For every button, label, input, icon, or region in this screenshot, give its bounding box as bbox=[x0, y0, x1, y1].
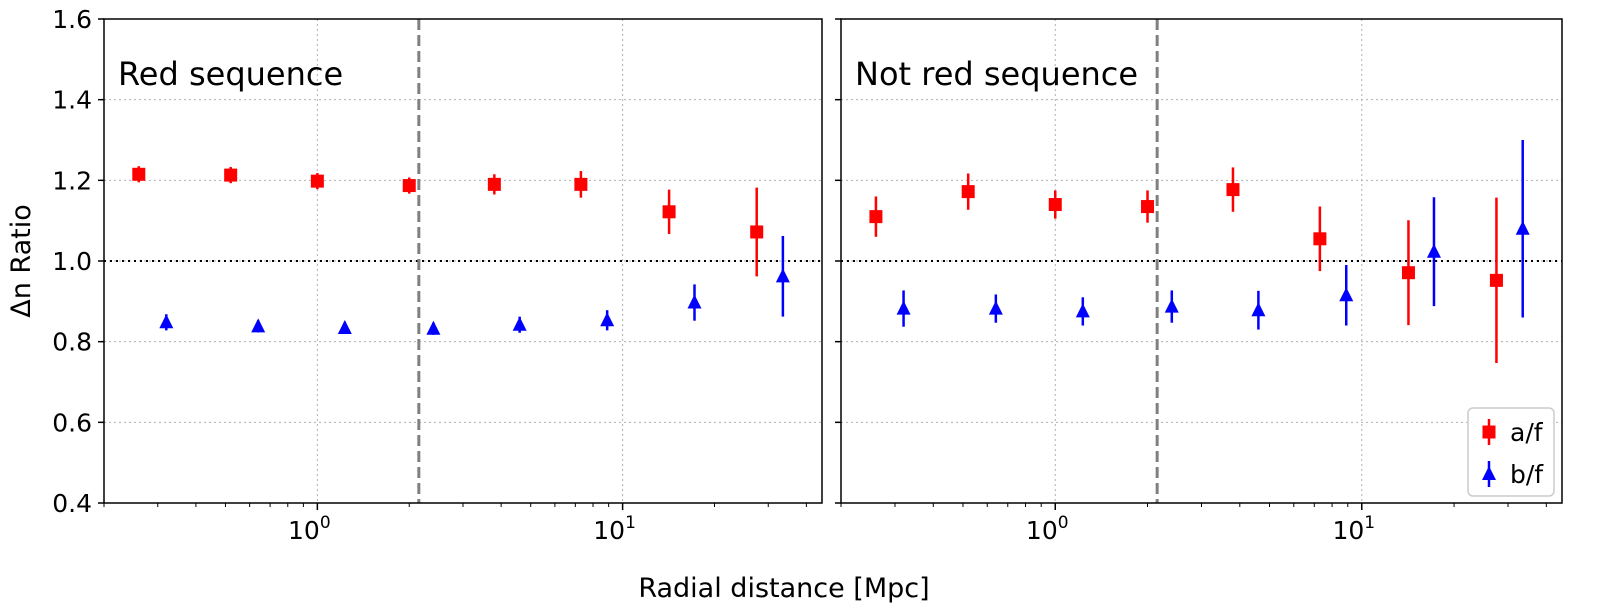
x-tick-label: 101 bbox=[1332, 513, 1375, 545]
data-point bbox=[1339, 287, 1354, 302]
data-point bbox=[1226, 183, 1240, 197]
x-axis-label: Radial distance [Mpc] bbox=[638, 573, 929, 604]
y-tick-label: 0.4 bbox=[52, 489, 92, 518]
legend-label: a/f bbox=[1510, 418, 1544, 447]
plot-frame bbox=[103, 18, 823, 504]
legend-marker bbox=[1482, 425, 1496, 439]
data-point bbox=[687, 294, 702, 309]
data-point bbox=[426, 320, 441, 335]
data-point bbox=[310, 174, 324, 188]
legend: a/f b/f bbox=[1467, 407, 1555, 497]
data-point bbox=[1489, 273, 1503, 287]
y-tick-label: 1.2 bbox=[52, 166, 92, 195]
data-point bbox=[750, 225, 764, 239]
data-point bbox=[402, 179, 416, 193]
panel-title: Not red sequence bbox=[855, 55, 1138, 93]
data-point bbox=[1426, 243, 1441, 258]
legend-marker bbox=[1482, 466, 1496, 480]
data-point bbox=[159, 314, 174, 329]
panel-2: 100 101 Not red sequence bbox=[835, 18, 1563, 545]
data-point bbox=[662, 205, 676, 219]
data-point bbox=[1515, 220, 1530, 235]
data-point bbox=[512, 316, 527, 331]
data-point bbox=[1313, 232, 1327, 246]
data-point bbox=[1401, 266, 1415, 280]
data-point bbox=[1164, 298, 1179, 313]
data-point bbox=[1251, 302, 1266, 317]
data-point bbox=[988, 300, 1003, 315]
data-point bbox=[1075, 303, 1090, 318]
series-a-f bbox=[132, 166, 764, 277]
data-point bbox=[896, 300, 911, 315]
series-b-f bbox=[896, 140, 1530, 330]
y-axis-label: Δn Ratio bbox=[6, 204, 37, 317]
x-tick-label: 100 bbox=[1026, 513, 1069, 545]
data-point bbox=[1141, 200, 1155, 214]
data-point bbox=[961, 185, 975, 199]
data-point bbox=[487, 177, 501, 191]
data-point bbox=[251, 318, 266, 333]
data-point bbox=[775, 268, 790, 283]
series-b-f bbox=[159, 235, 790, 335]
y-tick-label: 1.6 bbox=[52, 5, 92, 34]
series-a-f bbox=[869, 167, 1503, 364]
y-tick-label: 1.4 bbox=[52, 86, 92, 115]
data-point bbox=[337, 319, 352, 334]
data-point bbox=[574, 177, 588, 191]
x-tick-label: 101 bbox=[593, 513, 636, 545]
y-tick-label: 0.8 bbox=[52, 328, 92, 357]
data-point bbox=[132, 167, 146, 181]
x-tick-label: 100 bbox=[288, 513, 331, 545]
y-tick-label: 1.0 bbox=[52, 247, 92, 276]
data-point bbox=[1048, 198, 1062, 212]
panel-title: Red sequence bbox=[118, 55, 343, 93]
legend-label: b/f bbox=[1510, 460, 1544, 489]
data-point bbox=[224, 168, 238, 182]
data-point bbox=[600, 312, 615, 327]
panel-1: 0.4 0.6 0.8 1.0 1.2 1.4 1.6 100 101 Red sequence bbox=[52, 5, 823, 545]
data-point bbox=[869, 210, 883, 224]
plot-frame bbox=[840, 18, 1563, 504]
y-tick-label: 0.6 bbox=[52, 408, 92, 437]
